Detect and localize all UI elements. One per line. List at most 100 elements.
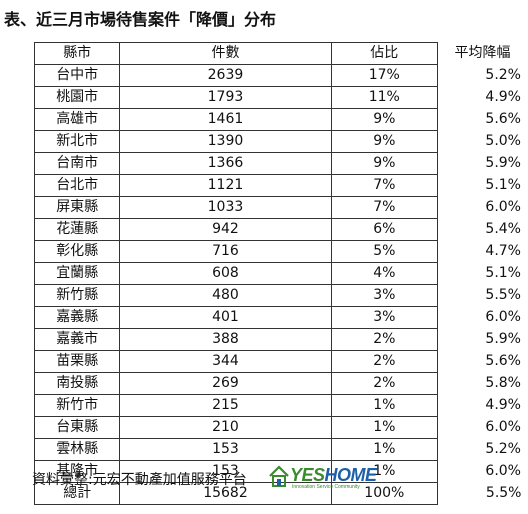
cell-share: 9% [330, 130, 439, 153]
cell-county: 南投縣 [33, 372, 121, 395]
cell-avg-drop: 5.9% [485, 155, 521, 171]
logo-wordmark: YESHOME [290, 464, 377, 486]
logo-home: HOME [324, 465, 378, 485]
cell-share: 6% [330, 218, 439, 241]
cell-share: 3% [330, 306, 439, 329]
cell-county: 台東縣 [33, 416, 121, 439]
table-row: 宜蘭縣 608 4% 5.1% [33, 262, 528, 285]
table-row: 新竹縣 480 3% 5.5% [33, 284, 528, 307]
cell-share: 7% [330, 174, 439, 197]
cell-county: 台北市 [33, 174, 121, 197]
header-count: 件數 [119, 42, 332, 65]
cell-county: 台中市 [33, 64, 121, 87]
cell-count: 153 [119, 438, 332, 461]
table-row: 高雄市 1461 9% 5.6% [33, 108, 528, 131]
cell-share: 7% [330, 196, 439, 219]
cell-avg-drop: 6.0% [485, 309, 521, 325]
cell-avg-drop: 5.0% [485, 133, 521, 149]
cell-avg-drop: 6.0% [485, 199, 521, 215]
cell-avg-drop: 5.8% [485, 375, 521, 391]
cell-count: 1461 [119, 108, 332, 131]
cell-share: 3% [330, 284, 439, 307]
cell-count: 15682 [119, 482, 332, 505]
page-title: 表、近三月市場待售案件「降價」分布 [4, 10, 277, 29]
table-row: 彰化縣 716 5% 4.7% [33, 240, 528, 263]
cell-share: 11% [330, 86, 439, 109]
cell-county: 屏東縣 [33, 196, 121, 219]
cell-avg-drop: 5.1% [485, 265, 521, 281]
yeshome-logo: YESHOME Innovation Service Community [268, 464, 388, 494]
cell-avg-drop: 5.5% [485, 287, 521, 303]
cell-avg-drop: 5.4% [485, 221, 521, 237]
cell-share: 5% [330, 240, 439, 263]
header-share: 佔比 [330, 42, 439, 65]
table-row: 台中市 2639 17% 5.2% [33, 64, 528, 87]
header-county: 縣市 [33, 42, 121, 65]
cell-share: 4% [330, 262, 439, 285]
table-row: 花蓮縣 942 6% 5.4% [33, 218, 528, 241]
cell-county: 高雄市 [33, 108, 121, 131]
source-note: 資料彙整:元宏不動產加值服務平台 [32, 472, 247, 488]
cell-avg-drop: 5.5% [485, 485, 522, 501]
cell-avg-drop: 5.6% [485, 111, 521, 127]
cell-county: 宜蘭縣 [33, 262, 121, 285]
cell-share: 9% [330, 152, 439, 175]
cell-share: 1% [330, 438, 439, 461]
table-row: 屏東縣 1033 7% 6.0% [33, 196, 528, 219]
cell-share: 1% [330, 416, 439, 439]
cell-avg-drop: 5.6% [485, 353, 521, 369]
cell-count: 2639 [119, 64, 332, 87]
cell-count: 608 [119, 262, 332, 285]
cell-avg-drop: 6.0% [485, 463, 521, 479]
cell-avg-drop: 4.9% [485, 397, 521, 413]
cell-avg-drop: 4.9% [485, 89, 521, 105]
cell-share: 1% [330, 394, 439, 417]
header-avg-drop: 平均降幅 [454, 45, 511, 61]
house-logo-icon [269, 465, 289, 487]
cell-county: 嘉義市 [33, 328, 121, 351]
cell-count: 210 [119, 416, 332, 439]
cell-count: 1033 [119, 196, 332, 219]
table-header-row: 縣市 件數 佔比 平均降幅 [33, 42, 528, 65]
cell-county: 新北市 [33, 130, 121, 153]
cell-county: 花蓮縣 [33, 218, 121, 241]
table-body: 台中市 2639 17% 5.2% 桃園市 1793 11% 4.9% 高雄市 1461 9% 5.6… [33, 64, 528, 505]
price-drop-table: 縣市 件數 佔比 平均降幅 台中市 2639 17% 5.2% 桃園市 1793 11% 4.… [33, 42, 528, 505]
cell-avg-drop: 4.7% [485, 243, 521, 259]
cell-count: 480 [119, 284, 332, 307]
cell-share: 2% [330, 350, 439, 373]
table-row: 嘉義市 388 2% 5.9% [33, 328, 528, 351]
cell-count: 716 [119, 240, 332, 263]
cell-count: 1390 [119, 130, 332, 153]
cell-count: 388 [119, 328, 332, 351]
cell-avg-drop: 5.2% [485, 441, 521, 457]
table-row: 嘉義縣 401 3% 6.0% [33, 306, 528, 329]
cell-count: 401 [119, 306, 332, 329]
cell-county: 嘉義縣 [33, 306, 121, 329]
cell-count: 1793 [119, 86, 332, 109]
table-row: 新北市 1390 9% 5.0% [33, 130, 528, 153]
cell-share: 17% [330, 64, 439, 87]
cell-share: 9% [330, 108, 439, 131]
cell-county: 新竹縣 [33, 284, 121, 307]
cell-county: 新竹市 [33, 394, 121, 417]
cell-avg-drop: 5.1% [485, 177, 521, 193]
table-row: 台北市 1121 7% 5.1% [33, 174, 528, 197]
cell-share: 100% [330, 482, 439, 505]
cell-avg-drop: 5.9% [485, 331, 521, 347]
cell-county: 桃園市 [33, 86, 121, 109]
logo-tagline: Innovation Service Community [292, 484, 360, 490]
table-row: 桃園市 1793 11% 4.9% [33, 86, 528, 109]
table-row: 雲林縣 153 1% 5.2% [33, 438, 528, 461]
cell-avg-drop: 6.0% [485, 419, 521, 435]
table-row: 新竹市 215 1% 4.9% [33, 394, 528, 417]
cell-count: 1121 [119, 174, 332, 197]
total-row: 總計 15682 100% 5.5% [33, 482, 528, 505]
cell-share: 2% [330, 328, 439, 351]
cell-count: 215 [119, 394, 332, 417]
cell-share: 2% [330, 372, 439, 395]
cell-count: 344 [119, 350, 332, 373]
cell-avg-drop: 5.2% [485, 67, 521, 83]
cell-county: 苗栗縣 [33, 350, 121, 373]
cell-county: 台南市 [33, 152, 121, 175]
